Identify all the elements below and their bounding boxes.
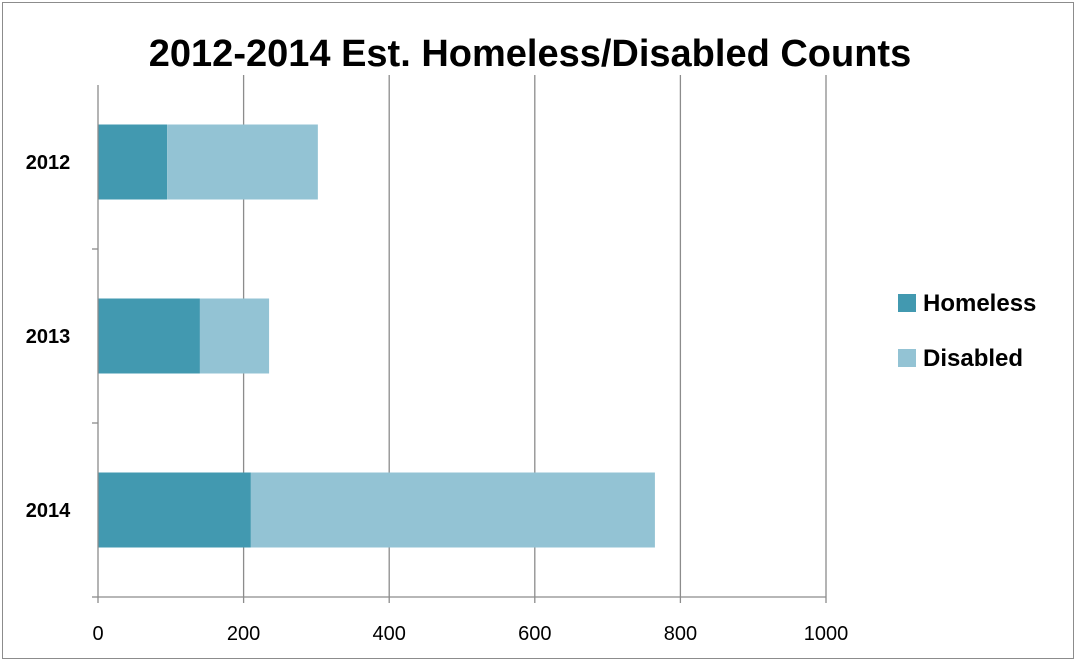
x-tick-label-1000: 1000: [804, 623, 849, 645]
axes: [92, 85, 827, 603]
bar-homeless-2012: [98, 124, 168, 200]
chart-title: 2012-2014 Est. Homeless/Disabled Counts: [149, 33, 911, 75]
legend-swatch-homeless: [898, 294, 916, 312]
category-labels: 2012 2013 2014: [26, 152, 71, 522]
category-label-2012: 2012: [26, 152, 71, 174]
legend: Homeless Disabled: [898, 290, 1036, 372]
x-tick-label-400: 400: [373, 623, 406, 645]
category-label-2014: 2014: [26, 500, 71, 522]
legend-label-homeless: Homeless: [923, 290, 1036, 317]
bar-disabled-2014: [250, 472, 655, 548]
x-tick-label-600: 600: [518, 623, 551, 645]
x-tick-label-0: 0: [92, 623, 103, 645]
tick-labels: 0 200 400 600 800 1000: [92, 623, 848, 645]
category-label-2013: 2013: [26, 326, 71, 348]
bar-disabled-2013: [199, 298, 270, 374]
legend-label-disabled: Disabled: [923, 345, 1023, 372]
legend-swatch-disabled: [898, 349, 916, 367]
bar-homeless-2014: [98, 472, 251, 548]
bar-disabled-2012: [167, 124, 318, 200]
x-tick-label-800: 800: [664, 623, 697, 645]
x-tick-label-200: 200: [227, 623, 260, 645]
bars: [98, 124, 655, 548]
bar-homeless-2013: [98, 298, 200, 374]
